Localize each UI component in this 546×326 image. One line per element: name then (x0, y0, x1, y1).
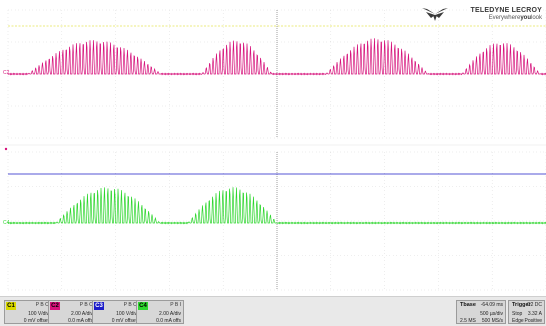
channel-tag: C4 (138, 302, 148, 310)
channel-tag: C3 (94, 302, 104, 310)
channel-scale: 100 V/div (28, 311, 49, 317)
grid-lines (0, 9, 546, 291)
c4-ground-marker[interactable]: C4 (3, 220, 10, 226)
trigger-slope: Positive (524, 318, 542, 324)
channel-scale: 2.00 A/div (71, 311, 93, 317)
timebase-rate: 500 MS/s (481, 318, 503, 324)
channel-offset: 0 mV offset (111, 318, 137, 324)
lecroy-wing-icon (422, 8, 448, 21)
trigger-descriptor[interactable]: Trigger C2 DC Stop 3.32 A Edge Positive (508, 300, 545, 324)
channel-offset: 0.0 mA offs (68, 318, 93, 324)
trigger-title: Trigger (512, 302, 531, 308)
waveform-grid: C2 C4 (0, 9, 546, 291)
trigger-level: 3.32 A (527, 311, 542, 317)
channel-tag: C2 (50, 302, 60, 310)
channel-c3-descriptor[interactable]: C3 P B O 100 V/div 0 mV offset (92, 300, 140, 324)
channel-coupling: P B I (170, 302, 181, 308)
channel-offset: 0 mV offset (23, 318, 49, 324)
channel-scale: 100 V/div (116, 311, 137, 317)
scope-display[interactable]: C2 C4 TELEDYNE LECROY Everywhereyoulook (0, 0, 546, 296)
brand-name: TELEDYNE LECROY (470, 7, 542, 14)
c2-trace (7, 38, 546, 76)
trigger-type: Edge (512, 318, 524, 324)
teledyne-lecroy-logo: TELEDYNE LECROY Everywhereyoulook (422, 4, 542, 28)
channel-c4-descriptor[interactable]: C4 P B I 2.00 A/div 0.0 mA offs (136, 300, 184, 324)
timebase-descriptor[interactable]: Tbase -64.09 ms 500 µs/div 2.5 MS 500 MS… (456, 300, 506, 324)
timebase-scale: 500 µs/div (480, 311, 503, 317)
timebase-samples: 2.5 MS (460, 318, 476, 324)
timebase-title: Tbase (460, 302, 476, 308)
channel-c2-descriptor[interactable]: C2 P B O 2.00 A/div 0.0 mA offs (48, 300, 96, 324)
channel-coupling: P B O (35, 302, 49, 308)
traces (7, 25, 546, 225)
brand-tagline: Everywhereyoulook (488, 15, 542, 21)
trigger-channel: C2 DC (526, 302, 542, 308)
channel-coupling: P B O (123, 302, 137, 308)
channel-tag: C1 (6, 302, 16, 310)
c4-trace (7, 187, 546, 225)
channel-coupling: P B O (79, 302, 93, 308)
channel-scale: 2.00 A/div (159, 311, 181, 317)
c2-ground-marker[interactable]: C2 (3, 70, 10, 76)
descriptor-bar: C1 P B O 100 V/div 0 mV offset C2 P B O … (0, 296, 546, 326)
trigger-level-marker[interactable] (4, 147, 8, 151)
timebase-delay: -64.09 ms (480, 302, 503, 308)
channel-c1-descriptor[interactable]: C1 P B O 100 V/div 0 mV offset (4, 300, 52, 324)
trace-markers: C2 C4 (3, 70, 10, 226)
trigger-mode: Stop (512, 311, 523, 317)
channel-offset: 0.0 mA offs (156, 318, 181, 324)
